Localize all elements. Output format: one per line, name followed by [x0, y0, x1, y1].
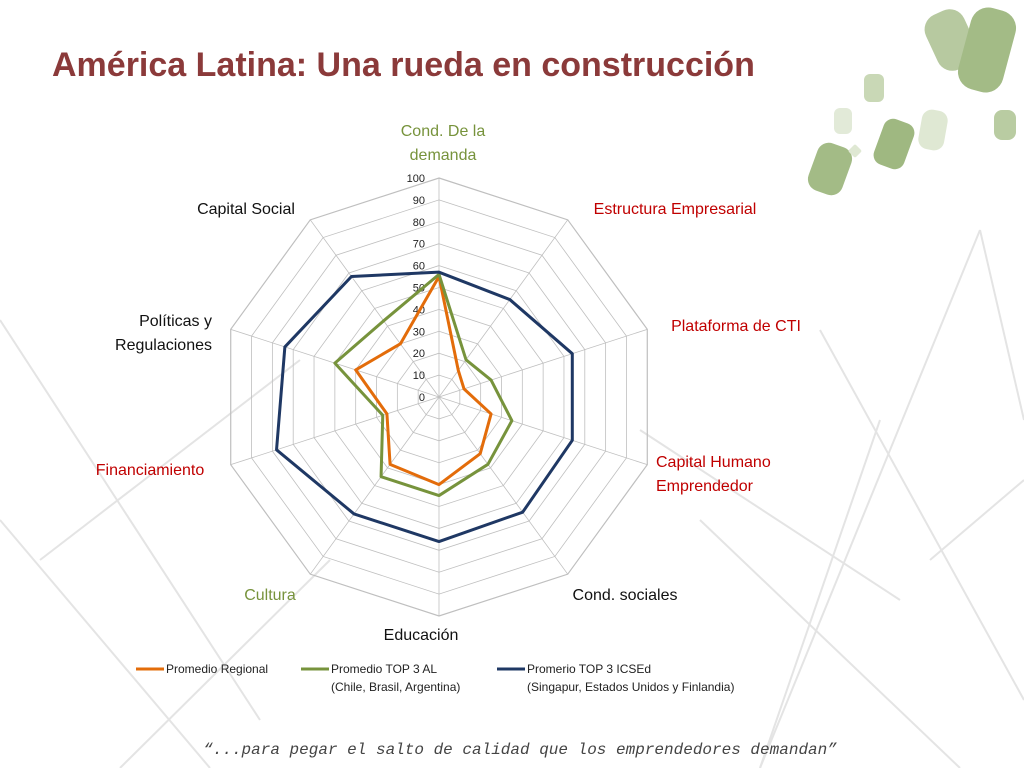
decorative-leaf-shape — [873, 118, 915, 170]
axis-label: Financiamiento — [96, 462, 205, 479]
tick-label: 60 — [413, 261, 425, 273]
radar-spoke — [309, 396, 440, 575]
axis-label: Estructura Empresarial — [594, 201, 757, 218]
decorative-leaf-shape — [994, 110, 1016, 140]
decorative-leaf-shape — [834, 108, 852, 134]
deco-line — [39, 359, 301, 561]
axis-label-line: Educación — [384, 627, 459, 644]
radar-spoke — [309, 219, 440, 398]
tick-label: 30 — [413, 326, 425, 338]
tick-label: 50 — [413, 283, 425, 295]
deco-line — [0, 319, 261, 721]
decorative-leaf-shape — [848, 144, 862, 158]
radar-spoke — [230, 396, 440, 466]
tick-label: 0 — [419, 392, 425, 404]
deco-line — [979, 229, 1024, 421]
decorative-leaf-shape — [918, 109, 948, 151]
decorative-leaf-shape — [807, 142, 853, 196]
axis-label: Educación — [384, 627, 459, 644]
radar-spoke — [438, 396, 569, 575]
axis-label-line: Capital Humano — [656, 454, 771, 471]
decorative-leaf-shape — [864, 74, 884, 102]
axis-label-line: demanda — [410, 147, 477, 164]
axis-label: Cond. sociales — [573, 587, 678, 604]
radar-grid — [230, 177, 648, 617]
series-line-3 — [275, 270, 574, 544]
tick-label: 80 — [413, 217, 425, 229]
axis-label: Cultura — [244, 587, 296, 604]
axis-label: Capital Social — [197, 201, 295, 218]
axis-label: Políticas y Regulaciones — [115, 313, 212, 354]
axis-label-line: Capital Social — [197, 201, 295, 218]
tick-label: 10 — [413, 370, 425, 382]
axis-label-line: Cond. sociales — [573, 587, 678, 604]
axis-label-line: Políticas y — [139, 313, 212, 330]
deco-line — [819, 329, 1024, 701]
deco-line — [929, 479, 1024, 561]
radar-axis-labels: Cond. De la demanda Estructura Empresarial… — [96, 123, 801, 644]
axis-label: Capital Humano Emprendedor — [656, 454, 771, 495]
axis-label: Plataforma de CTI — [671, 318, 801, 335]
axis-label-line: Financiamiento — [96, 462, 205, 479]
radar-spoke — [438, 328, 648, 398]
deco-line — [639, 429, 901, 601]
axis-label: Cond. De la demanda — [401, 123, 486, 164]
radar-spoke — [438, 396, 648, 466]
axis-label-line: Cond. De la — [401, 123, 486, 140]
axis-label-line: Regulaciones — [115, 337, 212, 354]
series-line-1 — [354, 275, 493, 487]
axis-label-line: Plataforma de CTI — [671, 318, 801, 335]
axis-label-line: Emprendedor — [656, 478, 754, 495]
deco-line — [759, 419, 881, 768]
deco-line — [699, 519, 961, 768]
tick-label: 100 — [407, 173, 425, 185]
footer-quote: “...para pegar el salto de calidad que l… — [203, 741, 837, 759]
axis-label-line: Estructura Empresarial — [594, 201, 757, 218]
deco-line — [119, 559, 331, 768]
decorative-leaf-shape — [957, 7, 1017, 93]
tick-label: 20 — [413, 348, 425, 360]
slide-title: América Latina: Una rueda en construcció… — [52, 46, 755, 84]
deco-line — [759, 229, 981, 768]
series-line-2 — [333, 272, 514, 498]
radar-spoke — [438, 219, 569, 398]
tick-label: 70 — [413, 239, 425, 251]
deco-line — [0, 519, 211, 768]
tick-label: 90 — [413, 195, 425, 207]
axis-label-line: Cultura — [244, 587, 296, 604]
